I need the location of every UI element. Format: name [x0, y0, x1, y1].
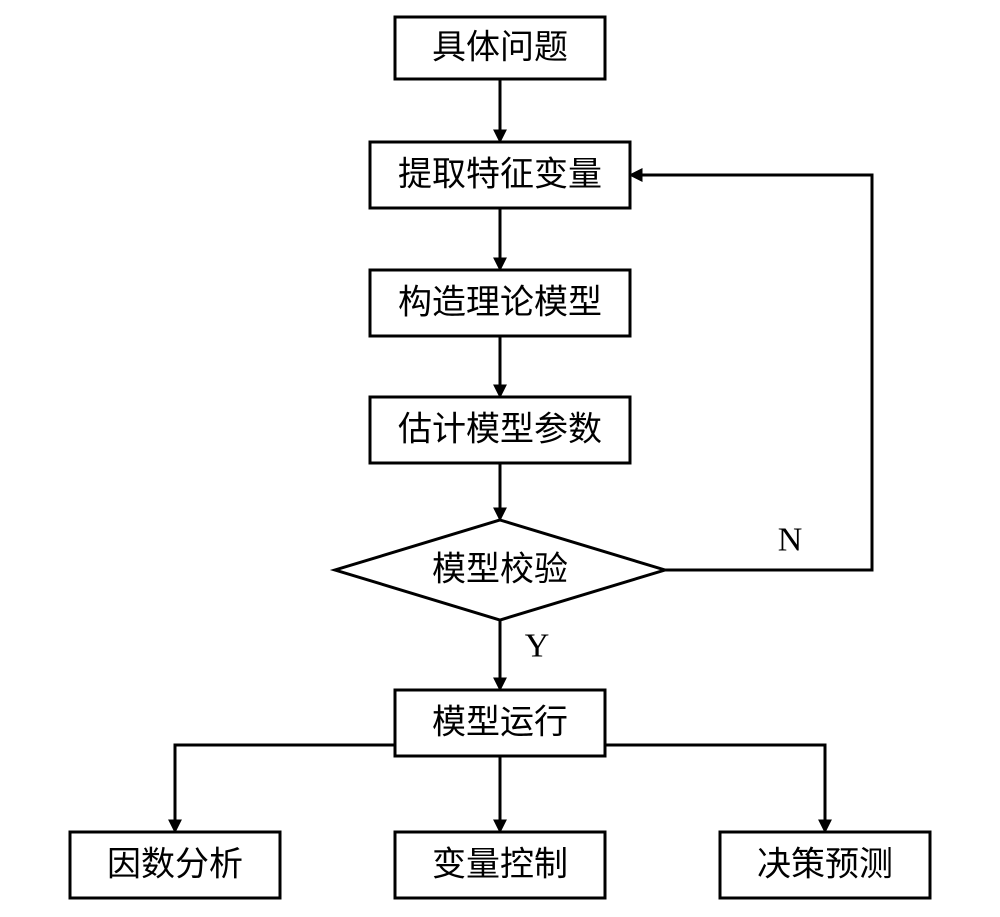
edge-n6-n9 [605, 745, 825, 832]
node-label-n1: 具体问题 [432, 30, 568, 67]
node-n7: 因数分析 [70, 832, 280, 898]
node-label-n4: 估计模型参数 [398, 411, 602, 449]
edge-n6-n7 [175, 745, 395, 832]
node-label-n3: 构造理论模型 [398, 284, 602, 322]
node-n3: 构造理论模型 [370, 270, 630, 336]
node-n1: 具体问题 [395, 17, 605, 79]
edge-label-n5-n6: Y [525, 628, 550, 665]
node-n4: 估计模型参数 [370, 397, 630, 463]
node-label-n6: 模型运行 [432, 704, 568, 742]
edge-n5-n2 [630, 175, 872, 570]
node-n8: 变量控制 [395, 832, 605, 898]
node-n6: 模型运行 [395, 690, 605, 756]
node-label-n7: 因数分析 [107, 846, 243, 884]
node-n9: 决策预测 [720, 832, 930, 898]
node-label-n8: 变量控制 [432, 846, 568, 884]
flowchart-canvas: Y N 具体问题提取特征变量构造理论模型估计模型参数模型校验模型运行因数分析 变量控制… [0, 0, 1000, 917]
node-n2: 提取特征变量 [370, 142, 630, 208]
edge-label-n5-n2: N [778, 522, 803, 559]
node-label-n2: 提取特征变量 [398, 156, 602, 194]
node-label-n9: 决策预测 [757, 846, 893, 884]
node-label-n5: 模型校验 [432, 551, 568, 589]
node-n5: 模型校验 [335, 520, 665, 620]
